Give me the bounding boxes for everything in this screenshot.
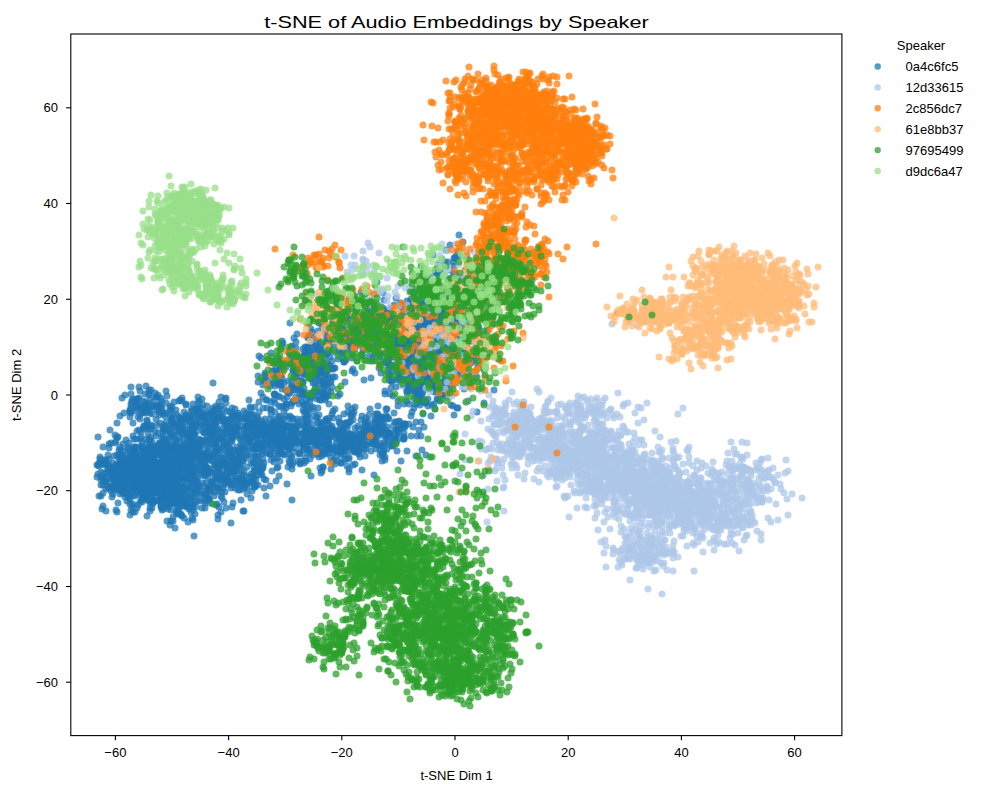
svg-text:60: 60	[44, 100, 58, 115]
svg-text:60: 60	[787, 745, 801, 760]
svg-text:40: 40	[44, 196, 58, 211]
svg-text:−20: −20	[36, 483, 58, 498]
svg-text:97695499: 97695499	[906, 143, 964, 158]
svg-text:40: 40	[674, 745, 688, 760]
svg-text:t-SNE Dim 2: t-SNE Dim 2	[9, 349, 24, 421]
svg-text:61e8bb37: 61e8bb37	[906, 122, 964, 137]
svg-text:d9dc6a47: d9dc6a47	[906, 164, 963, 179]
svg-text:Speaker: Speaker	[897, 38, 946, 53]
svg-text:t-SNE of Audio Embeddings by S: t-SNE of Audio Embeddings by Speaker	[264, 13, 649, 31]
svg-text:0a4c6fc5: 0a4c6fc5	[906, 59, 959, 74]
svg-text:0: 0	[51, 388, 58, 403]
svg-text:20: 20	[44, 292, 58, 307]
svg-text:−40: −40	[218, 745, 240, 760]
svg-text:0: 0	[451, 745, 458, 760]
svg-text:−60: −60	[104, 745, 126, 760]
svg-text:−40: −40	[36, 579, 58, 594]
svg-text:2c856dc7: 2c856dc7	[906, 101, 962, 116]
svg-text:−20: −20	[331, 745, 353, 760]
svg-text:20: 20	[561, 745, 575, 760]
svg-text:12d33615: 12d33615	[906, 80, 964, 95]
svg-text:t-SNE Dim 1: t-SNE Dim 1	[420, 768, 492, 783]
svg-text:−60: −60	[36, 675, 58, 690]
